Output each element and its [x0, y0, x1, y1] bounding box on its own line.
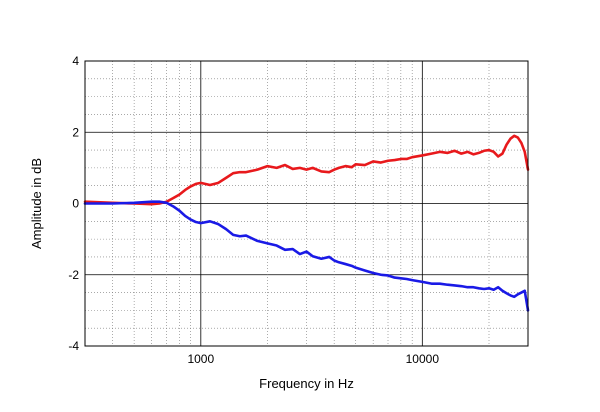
x-tick-label: 10000	[406, 352, 440, 366]
series-line-2	[83, 200, 530, 312]
x-tick-label: 1000	[187, 352, 214, 366]
series-line-1	[83, 134, 530, 206]
plot-frame	[84, 60, 529, 347]
y-tick-label: 0	[72, 197, 79, 211]
y-axis-label: Amplitude in dB	[29, 158, 44, 249]
y-tick-label: 4	[72, 54, 79, 68]
tick-labels: 4 2 0 -2 -4 1000 10000	[68, 54, 439, 366]
y-tick-label: -2	[68, 268, 79, 282]
x-axis-label: Frequency in Hz	[259, 376, 354, 391]
grid	[85, 61, 528, 346]
y-tick-label: 2	[72, 125, 79, 139]
series-layer	[83, 134, 530, 312]
y-tick-label: -4	[68, 339, 79, 353]
